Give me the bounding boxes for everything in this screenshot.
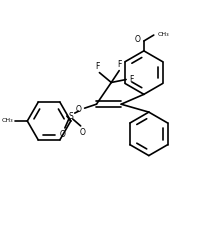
Text: CH₃: CH₃ bbox=[158, 31, 169, 37]
Text: O: O bbox=[60, 130, 66, 139]
Text: O: O bbox=[80, 128, 86, 137]
Text: S: S bbox=[68, 112, 73, 121]
Text: F: F bbox=[95, 62, 100, 71]
Text: F: F bbox=[129, 75, 134, 84]
Text: CH₃: CH₃ bbox=[2, 119, 14, 123]
Text: O: O bbox=[76, 105, 82, 114]
Text: F: F bbox=[117, 60, 121, 69]
Text: O: O bbox=[135, 36, 141, 45]
